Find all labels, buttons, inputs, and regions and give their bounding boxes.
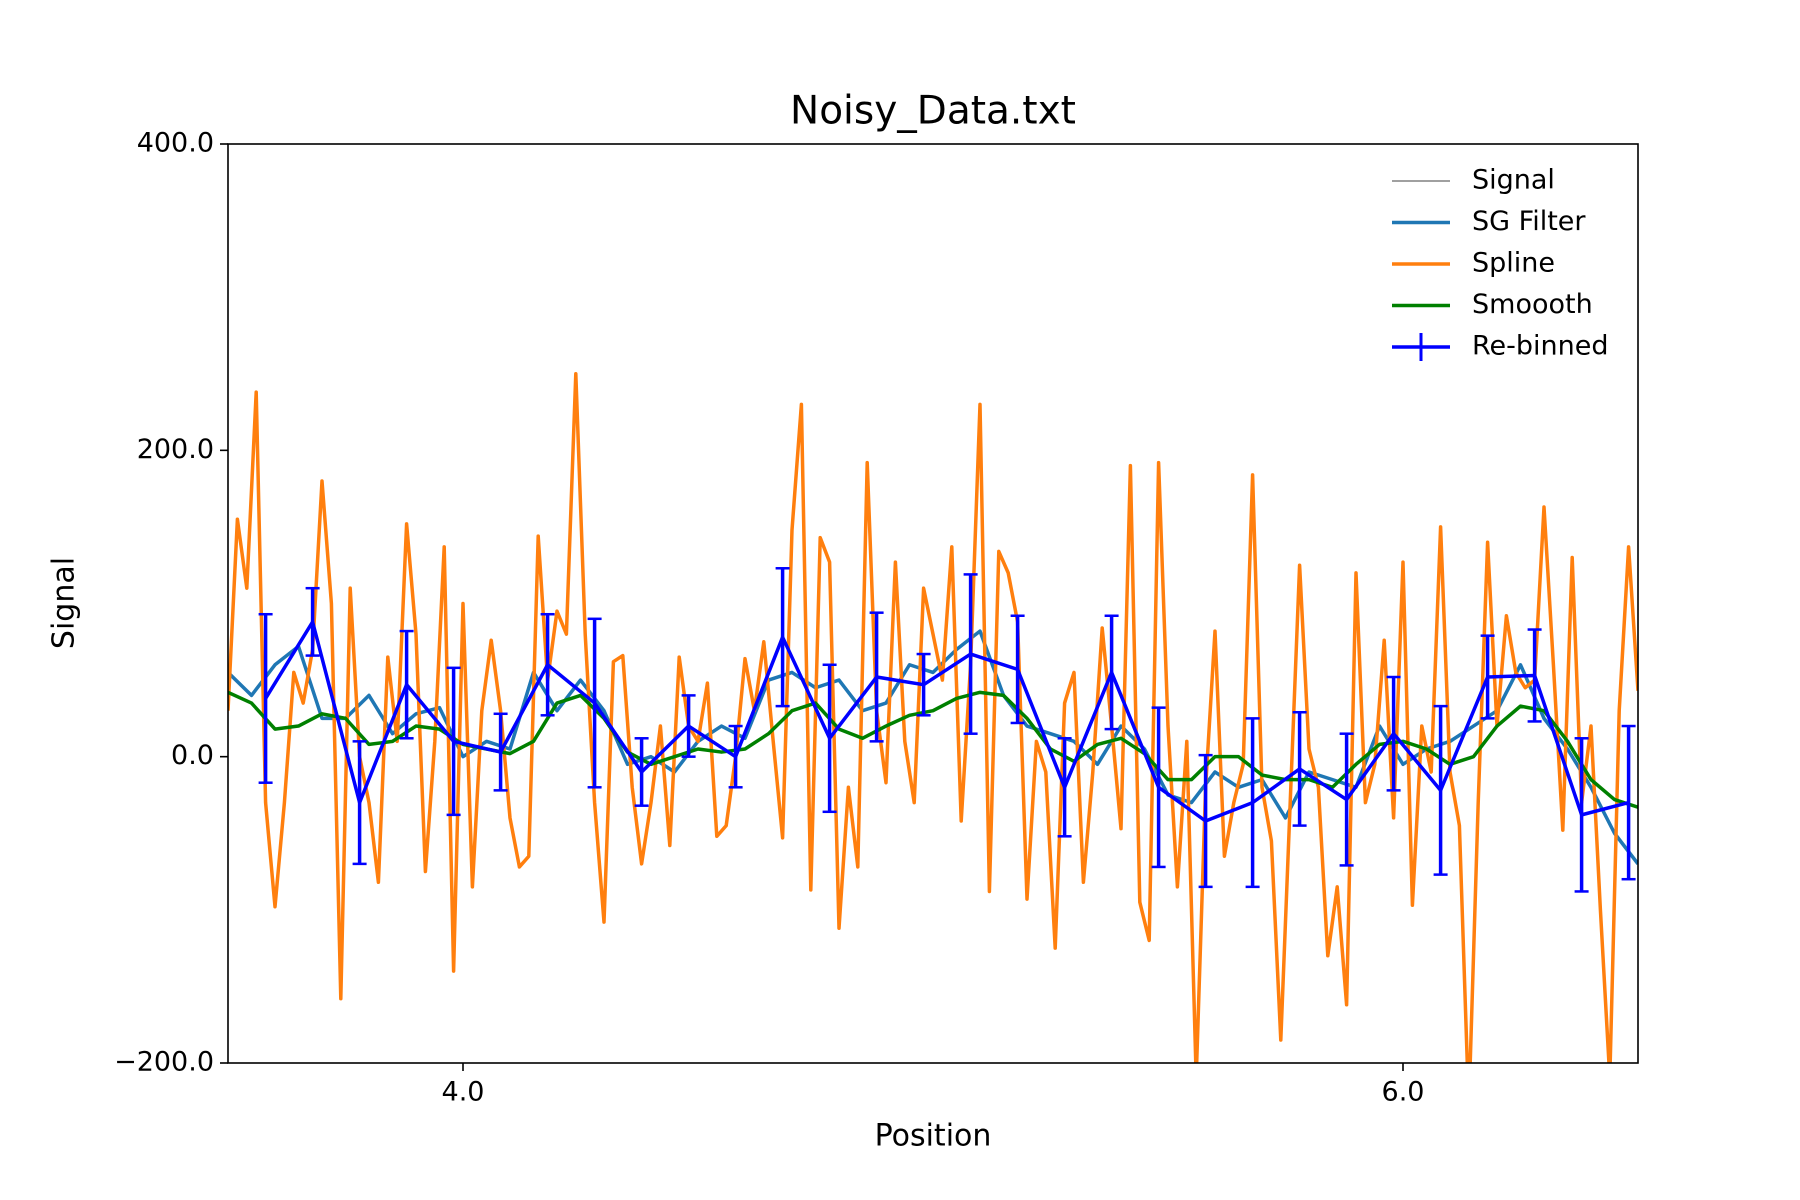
legend-label: Re-binned — [1472, 331, 1609, 362]
plot-area — [228, 372, 1638, 1063]
y-tick-label: 400.0 — [137, 128, 214, 159]
series-line — [228, 372, 1638, 1063]
y-tick-label: 200.0 — [137, 434, 214, 465]
y-tick-label: −200.0 — [114, 1047, 214, 1078]
chart-title: Noisy_Data.txt — [790, 89, 1076, 134]
x-tick-label: 4.0 — [442, 1077, 485, 1108]
legend-label: SG Filter — [1472, 206, 1586, 237]
legend-label: Smoooth — [1472, 289, 1593, 320]
y-axis-label: Signal — [47, 557, 82, 649]
x-axis-label: Position — [875, 1119, 992, 1154]
legend-label: Signal — [1472, 165, 1555, 196]
series-line — [264, 620, 1630, 823]
y-tick-label: 0.0 — [171, 740, 214, 771]
axes-frame — [227, 143, 1639, 1064]
legend-label: Spline — [1472, 248, 1555, 279]
x-tick-label: 6.0 — [1382, 1077, 1425, 1108]
series-line — [228, 629, 1638, 865]
